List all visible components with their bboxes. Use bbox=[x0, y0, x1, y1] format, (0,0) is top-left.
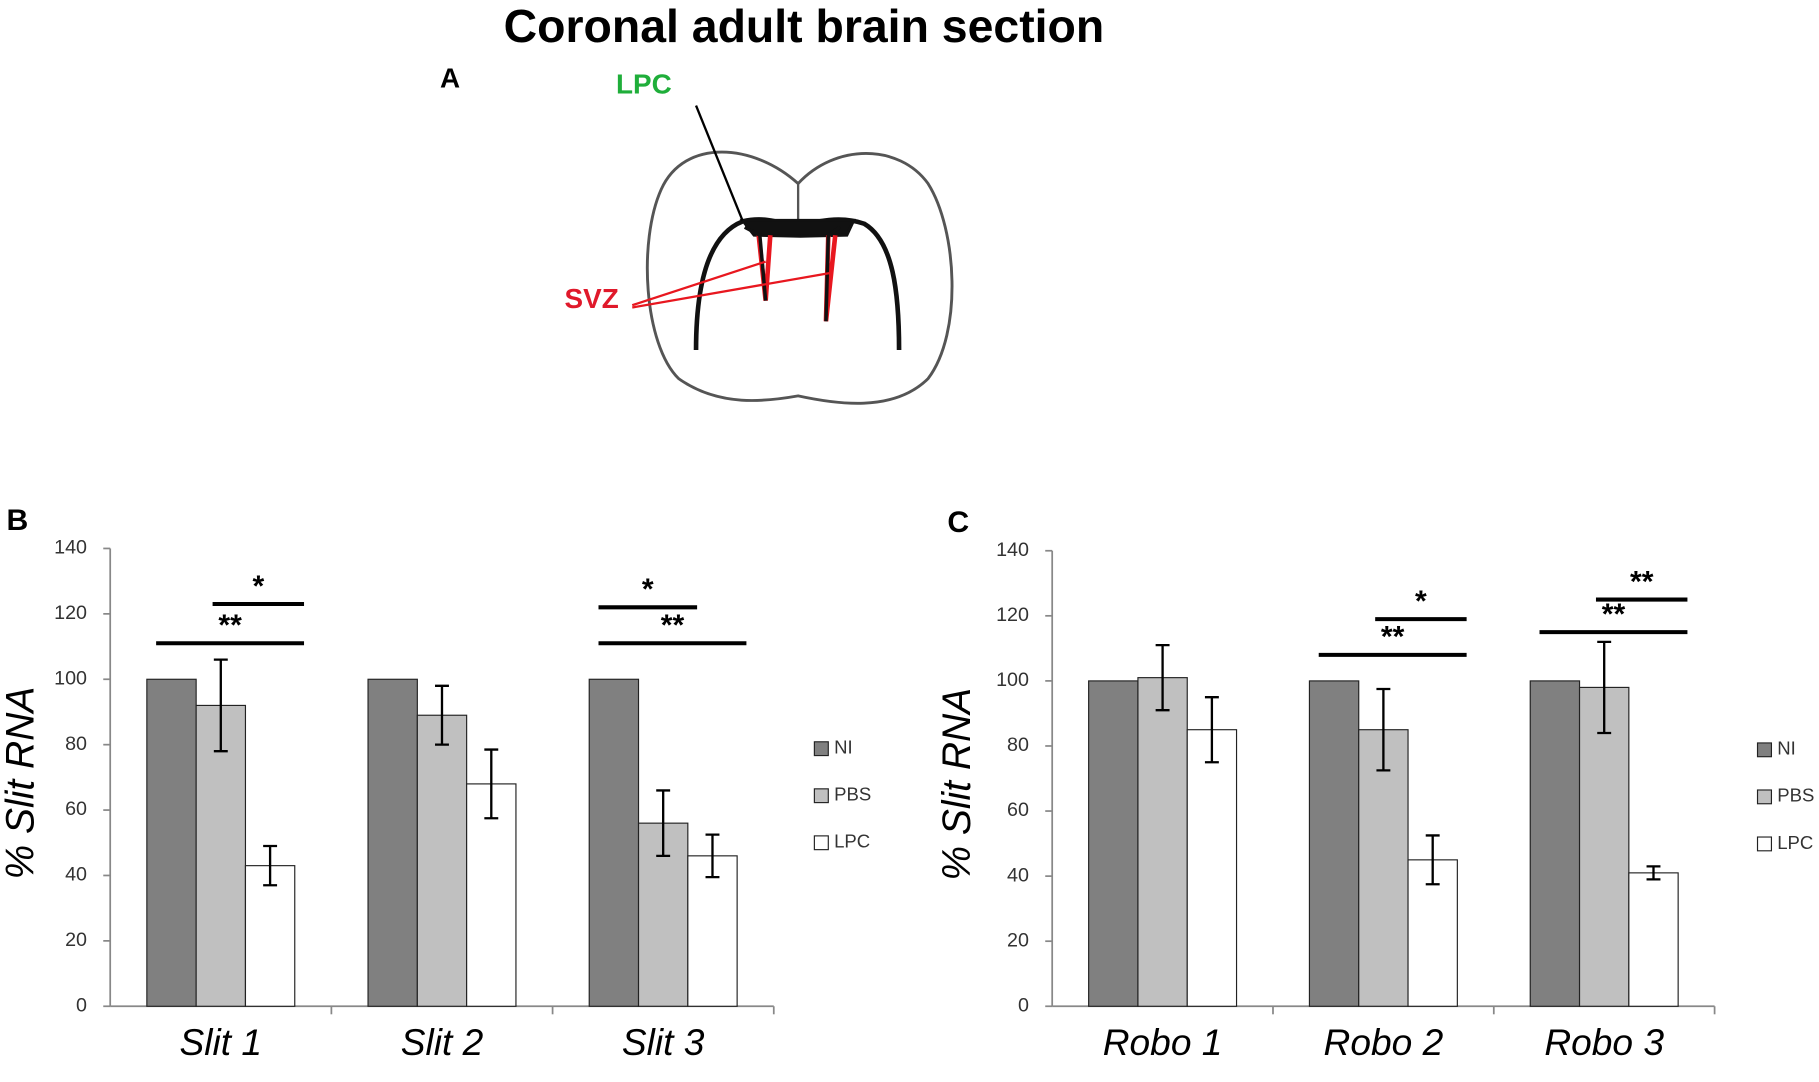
error-bar bbox=[484, 748, 499, 820]
bar bbox=[1186, 729, 1238, 1007]
lpc-label: LPC bbox=[616, 68, 672, 99]
significance-label: * bbox=[252, 570, 264, 603]
y-tick-label: 100 bbox=[996, 669, 1029, 691]
panel-label: A bbox=[440, 63, 460, 94]
error-bar bbox=[705, 833, 720, 879]
x-tick-label: Slit 3 bbox=[622, 1022, 705, 1063]
y-tick-label: 40 bbox=[1007, 864, 1029, 886]
error-bar bbox=[213, 658, 228, 753]
y-axis-label: % Slit RNA bbox=[935, 688, 979, 881]
error-bar bbox=[656, 789, 671, 857]
brain-diagram bbox=[631, 105, 954, 405]
legend-swatch bbox=[813, 788, 829, 804]
error-bar bbox=[1204, 696, 1219, 764]
bar bbox=[1308, 680, 1360, 1007]
legend-swatch bbox=[1756, 742, 1773, 758]
legend-label: NI bbox=[1777, 738, 1796, 759]
y-tick-label: 0 bbox=[1018, 995, 1029, 1017]
y-tick-label: 20 bbox=[1007, 929, 1029, 951]
legend-swatch bbox=[813, 741, 829, 757]
y-tick-label: 140 bbox=[54, 537, 87, 559]
y-tick-label: 40 bbox=[65, 864, 87, 886]
legend-label: NI bbox=[834, 737, 853, 758]
legend-label: PBS bbox=[834, 784, 871, 805]
legend-label: LPC bbox=[834, 831, 870, 852]
bar bbox=[195, 704, 247, 1007]
bar bbox=[1529, 680, 1581, 1007]
bar bbox=[687, 855, 738, 1007]
panel-label: C bbox=[947, 506, 969, 539]
x-tick-label: Slit 1 bbox=[180, 1022, 263, 1063]
x-tick-label: Robo 2 bbox=[1324, 1022, 1444, 1063]
legend-label: PBS bbox=[1777, 785, 1814, 806]
y-tick-label: 120 bbox=[996, 604, 1029, 626]
bar bbox=[466, 783, 517, 1007]
error-bar bbox=[1376, 687, 1391, 772]
bar bbox=[1578, 686, 1630, 1007]
x-tick-label: Robo 1 bbox=[1103, 1022, 1223, 1063]
bar bbox=[416, 714, 468, 1007]
x-tick-label: Slit 2 bbox=[401, 1022, 484, 1063]
bar bbox=[1088, 680, 1139, 1007]
y-tick-label: 60 bbox=[65, 798, 87, 820]
significance-label: ** bbox=[218, 609, 242, 642]
legend-label: LPC bbox=[1777, 832, 1813, 853]
panel-label: B bbox=[7, 504, 29, 537]
y-axis-label: % Slit RNA bbox=[0, 687, 43, 880]
significance-label: * bbox=[642, 573, 654, 606]
y-tick-label: 120 bbox=[54, 602, 87, 624]
bar bbox=[367, 678, 418, 1007]
svz-label: SVZ bbox=[565, 283, 619, 314]
legend-swatch bbox=[1756, 836, 1773, 852]
bar bbox=[1628, 872, 1679, 1007]
error-bar bbox=[1155, 643, 1170, 712]
y-tick-label: 80 bbox=[1007, 734, 1029, 756]
significance-label: * bbox=[1415, 585, 1427, 618]
y-tick-label: 20 bbox=[65, 929, 87, 951]
y-tick-label: 60 bbox=[1007, 799, 1029, 821]
significance-label: ** bbox=[661, 609, 685, 642]
y-tick-label: 0 bbox=[76, 995, 87, 1017]
y-tick-label: 80 bbox=[65, 733, 87, 755]
bar bbox=[588, 678, 640, 1007]
x-tick-label: Robo 3 bbox=[1544, 1022, 1664, 1063]
bar bbox=[1358, 729, 1409, 1007]
error-bar bbox=[1597, 640, 1612, 735]
error-bar bbox=[1646, 865, 1661, 881]
significance-label: ** bbox=[1630, 566, 1654, 599]
y-tick-label: 100 bbox=[54, 668, 87, 690]
error-bar bbox=[1425, 834, 1440, 886]
error-bar bbox=[435, 684, 449, 746]
bar bbox=[244, 865, 296, 1007]
bar bbox=[146, 678, 197, 1007]
y-tick-label: 140 bbox=[996, 539, 1029, 561]
legend-swatch bbox=[1756, 789, 1773, 805]
figure-title: Coronal adult brain section bbox=[504, 0, 1105, 52]
bar bbox=[1137, 677, 1188, 1007]
significance-label: ** bbox=[1602, 598, 1626, 631]
error-bar bbox=[263, 844, 278, 887]
significance-label: ** bbox=[1381, 621, 1405, 654]
legend-swatch bbox=[813, 835, 829, 851]
